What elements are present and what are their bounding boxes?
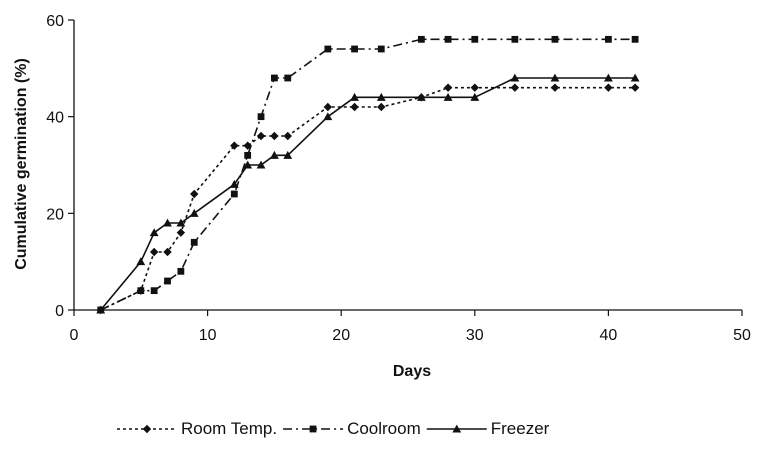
data-point-coolroom: [417, 35, 425, 43]
data-point-coolroom: [230, 190, 238, 198]
y-tick-label: 20: [46, 206, 64, 223]
data-point-freezer: [256, 160, 266, 169]
data-point-coolroom: [551, 35, 559, 43]
data-point-coolroom: [257, 113, 265, 121]
x-tick-label: 0: [70, 327, 79, 344]
series-lines: [96, 35, 640, 315]
legend-label: Room Temp.: [181, 419, 277, 438]
data-point-coolroom: [471, 35, 479, 43]
legend-marker: [142, 424, 152, 434]
data-point-freezer: [510, 73, 520, 82]
data-point-freezer: [136, 257, 146, 266]
legend-item-coolroom: Coolroom: [283, 419, 421, 438]
data-point-coolroom: [164, 277, 171, 285]
data-point-room-temp: [443, 83, 453, 92]
y-tick-label: 40: [46, 110, 64, 127]
data-point-coolroom: [190, 238, 198, 246]
data-point-coolroom: [244, 151, 252, 159]
data-point-room-temp: [176, 228, 186, 237]
data-point-freezer: [604, 73, 613, 82]
data-point-room-temp: [377, 102, 386, 112]
data-point-room-temp: [630, 83, 640, 92]
data-point-coolroom: [377, 45, 385, 53]
data-point-room-temp: [510, 83, 520, 92]
x-tick-label: 50: [733, 327, 751, 344]
data-point-room-temp: [190, 189, 199, 199]
series-freezer: [96, 73, 640, 314]
data-point-room-temp: [149, 247, 159, 257]
data-point-freezer: [270, 150, 279, 159]
data-point-coolroom: [137, 287, 145, 295]
data-point-freezer: [416, 92, 426, 101]
series-room-temp: [96, 83, 640, 315]
data-point-freezer: [350, 92, 359, 101]
data-point-freezer: [376, 92, 386, 101]
data-point-room-temp: [350, 102, 359, 112]
series-line-freezer: [100, 77, 636, 311]
data-point-freezer: [176, 218, 186, 227]
series-line-coolroom: [100, 38, 636, 311]
data-point-freezer: [630, 73, 640, 82]
data-point-freezer: [149, 228, 159, 237]
data-point-coolroom: [271, 74, 278, 82]
series-line-room-temp: [100, 86, 636, 311]
data-point-freezer: [229, 179, 239, 188]
data-point-freezer: [470, 92, 480, 101]
y-tick-label: 0: [55, 303, 64, 320]
data-point-room-temp: [323, 102, 333, 112]
y-tick-label: 60: [46, 13, 64, 30]
data-point-room-temp: [550, 83, 560, 92]
x-tick-label: 20: [332, 327, 350, 344]
legend-marker: [309, 425, 317, 433]
data-point-coolroom: [177, 267, 185, 275]
data-point-room-temp: [470, 83, 479, 92]
data-point-room-temp: [270, 131, 279, 141]
x-axis-title: Days: [393, 363, 431, 380]
data-point-freezer: [550, 73, 560, 82]
data-point-freezer: [323, 112, 333, 121]
data-point-freezer: [163, 218, 172, 227]
data-point-coolroom: [150, 287, 158, 295]
data-point-room-temp: [163, 247, 172, 257]
legend-marker: [452, 424, 462, 433]
data-point-coolroom: [511, 35, 519, 43]
data-point-freezer: [243, 160, 253, 169]
x-tick-label: 30: [466, 327, 484, 344]
data-point-room-temp: [283, 131, 292, 141]
data-point-room-temp: [604, 83, 613, 92]
data-point-freezer: [96, 305, 106, 314]
legend-item-freezer: Freezer: [426, 419, 550, 438]
data-point-coolroom: [631, 35, 639, 43]
data-point-coolroom: [284, 74, 292, 82]
legend-item-room-temp: Room Temp.: [117, 419, 277, 438]
data-point-coolroom: [444, 35, 452, 43]
data-point-coolroom: [351, 45, 358, 53]
data-point-freezer: [283, 150, 293, 159]
data-point-room-temp: [230, 141, 239, 150]
data-point-room-temp: [256, 131, 266, 141]
data-point-coolroom: [324, 45, 332, 53]
data-point-freezer: [443, 92, 453, 101]
data-point-freezer: [189, 208, 199, 217]
x-tick-label: 10: [199, 327, 217, 344]
y-axis-title: Cumulative germination (%): [13, 58, 30, 270]
data-point-coolroom: [605, 35, 612, 43]
legend-label: Coolroom: [347, 419, 421, 438]
x-tick-label: 40: [600, 327, 618, 344]
legend: Room Temp. Coolroom Freezer: [117, 419, 550, 438]
axes: 0 10 20 30 40 50 0 20 40 60: [46, 13, 751, 344]
legend-label: Freezer: [491, 419, 550, 438]
